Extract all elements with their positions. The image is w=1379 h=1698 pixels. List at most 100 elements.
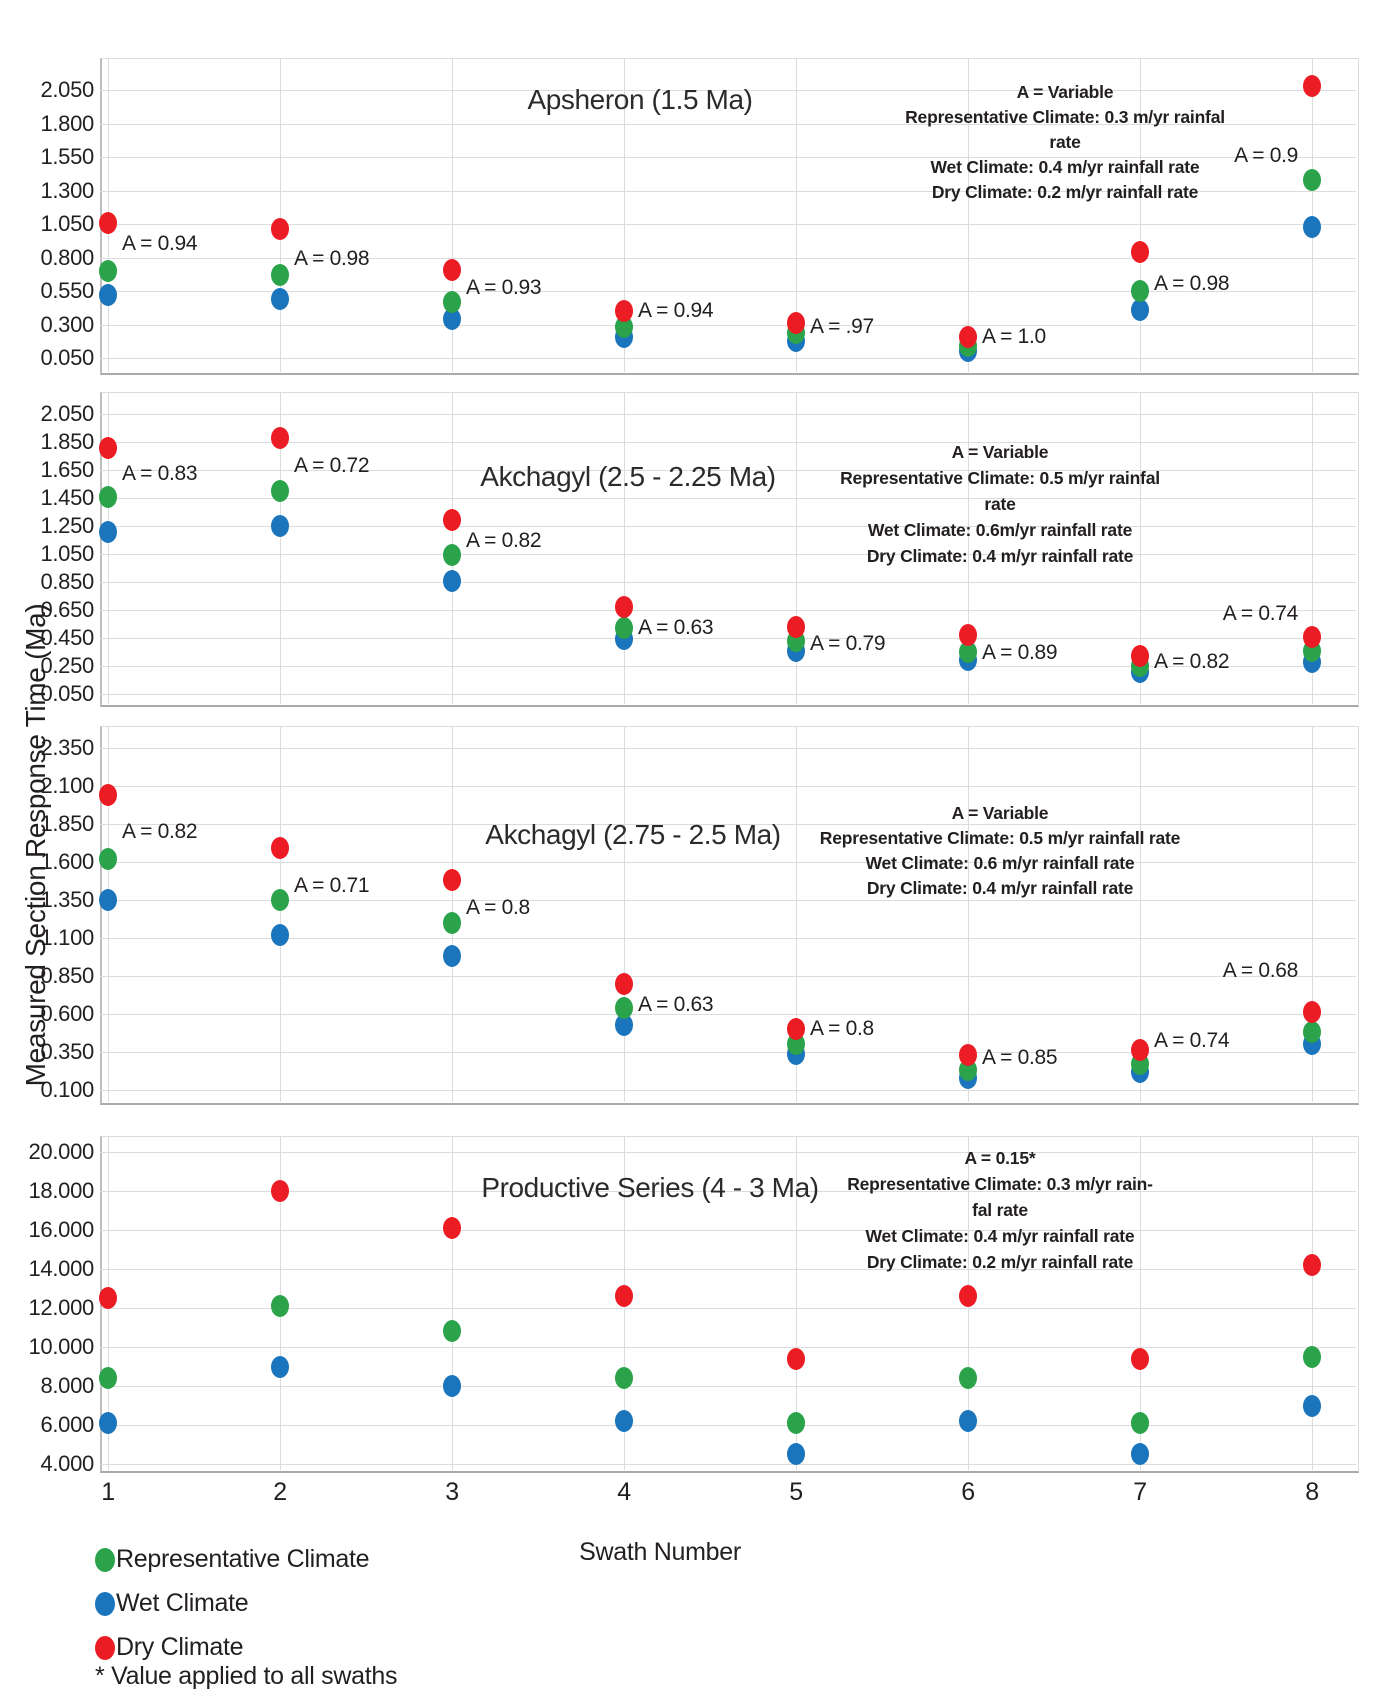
legend-swatch-wet-icon (95, 1591, 115, 1616)
y-tick-label: 0.850 (40, 963, 94, 988)
annotation-line: Representative Climate: 0.3 m/yr rain- (847, 1174, 1153, 1194)
gridline-horizontal (100, 1425, 1356, 1426)
y-tick-label: 1.650 (40, 457, 94, 482)
data-point-wet (1131, 298, 1149, 321)
data-point-representative (615, 1367, 633, 1390)
annotation-line: A = Variable (951, 803, 1049, 823)
data-point-dry (1131, 1039, 1149, 1062)
y-tick-label: 0.050 (40, 681, 94, 706)
data-point-dry (1131, 241, 1149, 264)
gridline-horizontal (100, 1308, 1356, 1309)
data-point-wet (99, 520, 117, 543)
a-value-label: A = 0.98 (1154, 272, 1230, 296)
annotation-line: Wet Climate: 0.6m/yr rainfall rate (867, 520, 1133, 540)
gridline-vertical (796, 1136, 797, 1470)
gridline-vertical (1140, 392, 1141, 704)
y-tick-label: 1.350 (40, 887, 94, 912)
data-point-dry (271, 837, 289, 860)
gridline-horizontal (100, 123, 1356, 125)
y-tick-label: 0.800 (40, 244, 94, 270)
a-value-label: A = 0.79 (810, 631, 886, 655)
gridline-horizontal (100, 90, 1356, 91)
y-tick-label: 0.850 (40, 569, 94, 594)
gridline-vertical (108, 726, 109, 1102)
a-value-label: A = 0.98 (294, 246, 370, 270)
gridline-horizontal (100, 638, 1356, 639)
data-point-wet (959, 1410, 977, 1433)
y-tick-label: 2.050 (40, 77, 94, 102)
gridline-vertical (280, 726, 281, 1102)
gridline-vertical (108, 392, 109, 704)
gridline-horizontal (100, 526, 1356, 527)
data-point-dry (787, 312, 805, 335)
gridline-vertical (1312, 392, 1313, 704)
gridline-horizontal (100, 1090, 1356, 1091)
y-tick-label: 0.550 (40, 278, 94, 303)
data-point-wet (443, 945, 461, 968)
data-point-wet (271, 1355, 289, 1378)
y-tick-label: 20.000 (28, 1139, 95, 1164)
annotation-block-apsheron-1-5-ma: A = Variable Representative Climate: 0.3 … (905, 80, 1225, 205)
data-point-dry (787, 615, 805, 638)
annotation-line: Representative Climate: 0.5 m/yr rainfal… (819, 828, 1181, 848)
data-point-wet (99, 889, 117, 911)
gridline-horizontal (100, 291, 1356, 292)
y-tick-label: 1.050 (40, 541, 94, 566)
a-value-label: A = 0.93 (466, 276, 542, 300)
a-value-label: A = 0.94 (122, 232, 198, 256)
data-point-dry (615, 1285, 633, 1308)
gridline-horizontal (100, 1464, 1356, 1465)
legend-swatch-dry-icon (95, 1635, 115, 1660)
y-tick-label: 8.000 (40, 1373, 94, 1398)
data-point-wet (1303, 215, 1321, 238)
y-tick-label: 0.600 (40, 1001, 94, 1026)
data-point-representative (271, 263, 289, 286)
data-point-wet (271, 288, 289, 311)
a-value-label: A = 0.83 (122, 462, 198, 486)
data-point-dry (443, 1217, 461, 1240)
y-tick-label: 2.050 (40, 401, 94, 426)
a-value-label: A = .97 (810, 315, 874, 339)
annotation-block-akchagyl-2-5-2-25-ma: A = Variable Representative Climate: 0.5 … (840, 439, 1160, 569)
gridline-vertical (280, 392, 281, 704)
y-tick-label: 0.650 (40, 597, 94, 622)
gridline-horizontal (100, 610, 1356, 611)
x-tick-label: 6 (961, 1478, 975, 1506)
gridline-vertical (796, 726, 797, 1102)
a-value-label: A = 0.8 (466, 895, 530, 919)
gridline-horizontal (100, 1230, 1356, 1231)
data-point-representative (615, 996, 633, 1019)
data-point-representative (99, 485, 117, 508)
data-point-dry (271, 218, 289, 241)
annotation-block-productive-series-4-3-ma: A = 0.15* Representative Climate: 0.3 m/y… (847, 1145, 1153, 1275)
data-point-representative (1131, 1412, 1149, 1435)
gridline-vertical (1312, 1136, 1313, 1470)
data-point-representative (443, 290, 461, 313)
gridline-horizontal (100, 498, 1356, 499)
x-tick-label: 8 (1305, 1478, 1319, 1506)
gridline-horizontal (100, 224, 1356, 225)
data-point-representative (271, 889, 289, 911)
gridline-horizontal (100, 900, 1356, 901)
y-tick-label: 1.800 (40, 110, 94, 136)
y-tick-label: 0.050 (40, 345, 94, 370)
y-tick-label: 14.000 (28, 1256, 95, 1281)
annotation-line: A = 0.15* (964, 1148, 1036, 1168)
data-point-dry (615, 596, 633, 619)
data-point-dry (959, 1044, 977, 1067)
plot-area-akchagyl-2-5-2-25-ma (100, 392, 1359, 707)
data-point-representative (443, 1320, 461, 1343)
gridline-horizontal (100, 938, 1356, 939)
gridline-horizontal (100, 470, 1356, 471)
annotation-line: Dry Climate: 0.2 m/yr rainfall rate (931, 182, 1199, 202)
data-point-dry (443, 869, 461, 892)
x-tick-label: 1 (101, 1478, 115, 1506)
plot-area-akchagyl-2-75-2-5-ma (100, 726, 1359, 1105)
data-point-dry (959, 624, 977, 647)
gridline-vertical (796, 58, 797, 372)
data-point-representative (271, 1295, 289, 1318)
data-point-wet (271, 923, 289, 946)
gridline-horizontal (100, 1347, 1356, 1348)
annotation-line: rate (1049, 132, 1081, 152)
y-tick-label: 0.350 (40, 1039, 94, 1064)
